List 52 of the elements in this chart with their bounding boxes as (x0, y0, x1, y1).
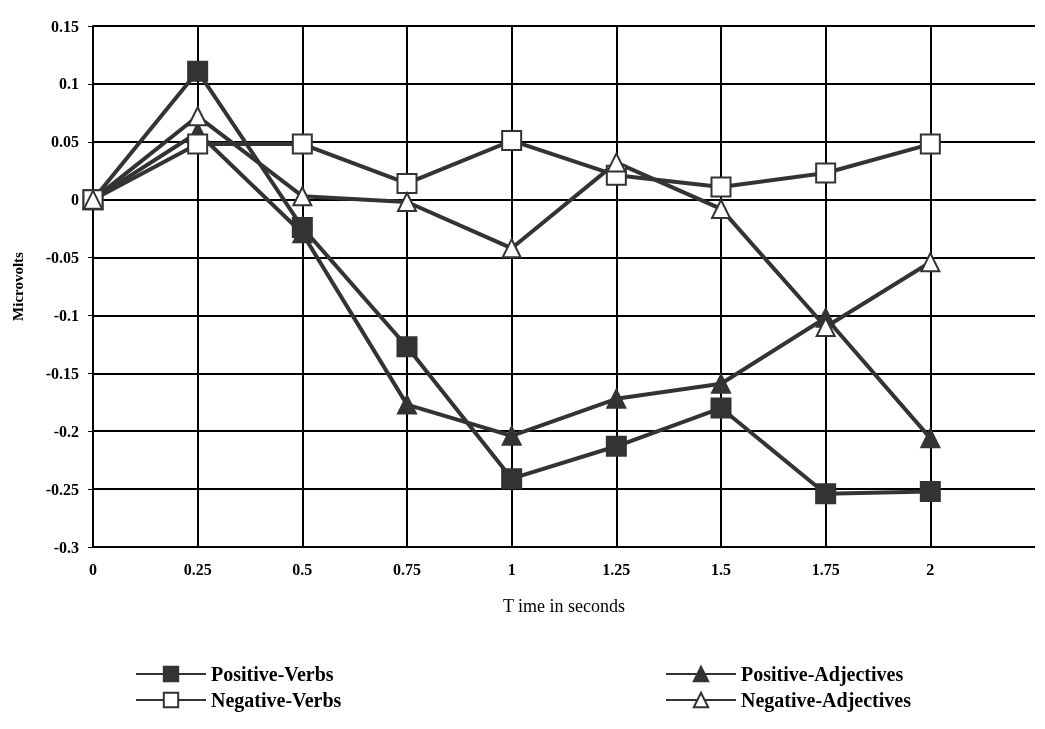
x-tick-label: 0 (89, 560, 97, 578)
x-tick-label: 1 (507, 560, 516, 578)
y-tick-label: 0 (71, 191, 79, 209)
y-tick-label: -0.1 (53, 306, 79, 324)
point (920, 428, 941, 449)
point (919, 480, 941, 502)
y-tick-label: 0.05 (51, 133, 79, 151)
point (605, 435, 627, 457)
legend-label: Positive-Adjectives (741, 663, 904, 686)
point (815, 317, 836, 338)
legend-label: Negative-Verbs (211, 689, 342, 712)
point (501, 130, 523, 152)
point (815, 162, 837, 184)
y-tick-label: -0.15 (45, 364, 79, 382)
point (920, 252, 941, 273)
point (606, 388, 627, 409)
point (501, 238, 522, 259)
point (815, 483, 837, 505)
x-tick-label: 1.75 (811, 560, 840, 578)
legend-label: Negative-Adjectives (741, 689, 912, 712)
point (396, 172, 418, 194)
x-tick-label: 2 (926, 560, 935, 578)
point (711, 198, 731, 219)
y-tick-label: -0.3 (53, 538, 79, 556)
x-tick-label: 1.25 (602, 560, 631, 578)
point (919, 133, 941, 155)
x-axis-title: T ime in seconds (502, 596, 626, 616)
y-axis-title: Microvolts (9, 251, 26, 321)
point (187, 133, 209, 155)
x-tick-label: 0.75 (393, 560, 421, 578)
x-tick-label: 0.5 (292, 560, 313, 578)
point (292, 186, 313, 207)
point (397, 191, 417, 212)
point (397, 394, 417, 415)
point (710, 176, 732, 198)
x-tick-label: 1.5 (711, 560, 731, 578)
point (501, 468, 523, 490)
legend-label: Positive-Verbs (211, 663, 334, 685)
point (187, 106, 208, 127)
point (501, 425, 522, 446)
y-tick-label: 0.15 (51, 17, 79, 35)
point (291, 133, 313, 155)
point (711, 373, 731, 394)
point (606, 152, 627, 173)
point (396, 336, 418, 358)
point (187, 60, 209, 82)
point (710, 397, 732, 419)
y-tick-label: 0.1 (59, 75, 79, 93)
y-tick-label: -0.05 (45, 249, 79, 267)
y-tick-label: -0.2 (53, 422, 79, 440)
y-tick-label: -0.25 (45, 480, 79, 498)
x-tick-label: 0.25 (183, 560, 212, 578)
